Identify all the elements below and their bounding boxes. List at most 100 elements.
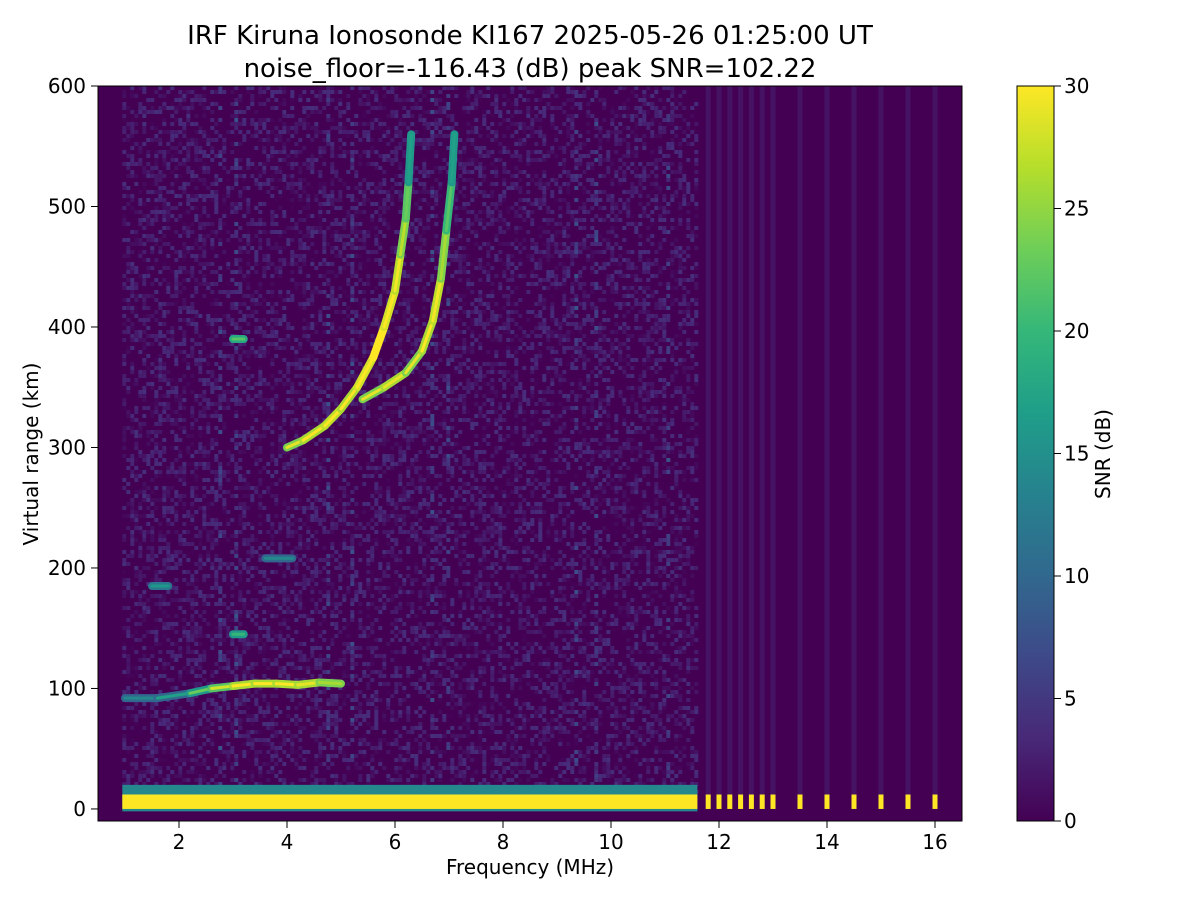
noise-cell bbox=[298, 178, 303, 182]
noise-cell bbox=[190, 550, 195, 554]
noise-cell bbox=[262, 646, 267, 650]
noise-cell bbox=[222, 398, 227, 402]
noise-cell bbox=[290, 402, 295, 406]
noise-cell bbox=[274, 186, 279, 190]
noise-cell bbox=[326, 530, 331, 534]
noise-cell bbox=[226, 266, 231, 270]
noise-cell bbox=[358, 186, 363, 190]
noise-cell bbox=[274, 762, 279, 766]
noise-cell bbox=[174, 774, 179, 778]
noise-cell bbox=[166, 750, 171, 754]
noise-cell bbox=[126, 522, 131, 526]
noise-cell bbox=[182, 634, 187, 638]
noise-cell bbox=[314, 454, 319, 458]
noise-cell bbox=[346, 234, 351, 238]
noise-cell bbox=[178, 450, 183, 454]
noise-cell bbox=[222, 734, 227, 738]
noise-cell bbox=[122, 186, 127, 190]
noise-cell bbox=[170, 102, 175, 106]
noise-cell bbox=[138, 570, 143, 574]
noise-cell bbox=[234, 718, 239, 722]
noise-cell bbox=[218, 522, 223, 526]
noise-cell bbox=[154, 366, 159, 370]
noise-cell bbox=[186, 210, 191, 214]
noise-cell bbox=[158, 302, 163, 306]
noise-cell bbox=[170, 714, 175, 718]
noise-cell bbox=[150, 450, 155, 454]
noise-cell bbox=[286, 262, 291, 266]
noise-cell bbox=[250, 246, 255, 250]
noise-cell bbox=[250, 750, 255, 754]
noise-cell bbox=[174, 218, 179, 222]
noise-cell bbox=[322, 770, 327, 774]
noise-cell bbox=[158, 174, 163, 178]
noise-cell bbox=[350, 666, 355, 670]
noise-cell bbox=[174, 698, 179, 702]
noise-cell bbox=[350, 270, 355, 274]
noise-cell bbox=[126, 458, 131, 462]
noise-cell bbox=[154, 90, 159, 94]
noise-cell bbox=[202, 154, 207, 158]
noise-cell bbox=[162, 394, 167, 398]
noise-cell bbox=[186, 170, 191, 174]
noise-cell bbox=[130, 278, 135, 282]
noise-cell bbox=[218, 530, 223, 534]
noise-cell bbox=[310, 650, 315, 654]
noise-cell bbox=[362, 382, 367, 386]
noise-cell bbox=[290, 654, 295, 658]
noise-cell bbox=[210, 354, 215, 358]
noise-cell bbox=[278, 426, 283, 430]
noise-cell bbox=[234, 734, 239, 738]
noise-cell bbox=[198, 590, 203, 594]
noise-cell bbox=[354, 586, 359, 590]
noise-cell bbox=[174, 554, 179, 558]
noise-cell bbox=[202, 182, 207, 186]
noise-cell bbox=[174, 326, 179, 330]
noise-cell bbox=[290, 570, 295, 574]
noise-cell bbox=[142, 482, 147, 486]
noise-cell bbox=[190, 178, 195, 182]
noise-cell bbox=[202, 526, 207, 530]
noise-cell bbox=[214, 522, 219, 526]
noise-cell bbox=[350, 358, 355, 362]
noise-cell bbox=[134, 446, 139, 450]
noise-cell bbox=[198, 542, 203, 546]
noise-cell bbox=[258, 774, 263, 778]
noise-cell bbox=[194, 498, 199, 502]
noise-cell bbox=[178, 194, 183, 198]
noise-cell bbox=[294, 350, 299, 354]
noise-cell bbox=[186, 446, 191, 450]
noise-cell bbox=[222, 562, 227, 566]
noise-cell bbox=[158, 450, 163, 454]
noise-cell bbox=[302, 582, 307, 586]
noise-cell bbox=[126, 414, 131, 418]
noise-cell bbox=[302, 698, 307, 702]
noise-cell bbox=[366, 158, 371, 162]
noise-cell bbox=[258, 334, 263, 338]
noise-cell bbox=[362, 526, 367, 530]
noise-cell bbox=[202, 210, 207, 214]
noise-cell bbox=[318, 186, 323, 190]
noise-cell bbox=[126, 186, 131, 190]
noise-cell bbox=[366, 98, 371, 102]
noise-cell bbox=[174, 282, 179, 286]
noise-cell bbox=[326, 490, 331, 494]
noise-cell bbox=[198, 414, 203, 418]
noise-cell bbox=[326, 766, 331, 770]
noise-cell bbox=[346, 762, 351, 766]
noise-cell bbox=[126, 138, 131, 142]
noise-cell bbox=[258, 346, 263, 350]
noise-cell bbox=[298, 270, 303, 274]
noise-cell bbox=[226, 238, 231, 242]
noise-cell bbox=[262, 598, 267, 602]
noise-cell bbox=[266, 242, 271, 246]
noise-cell bbox=[362, 714, 367, 718]
noise-cell bbox=[322, 330, 327, 334]
noise-cell bbox=[314, 562, 319, 566]
noise-cell bbox=[274, 302, 279, 306]
noise-cell bbox=[310, 618, 315, 622]
noise-cell bbox=[342, 458, 347, 462]
noise-cell bbox=[314, 458, 319, 462]
noise-cell bbox=[302, 206, 307, 210]
noise-cell bbox=[266, 726, 271, 730]
